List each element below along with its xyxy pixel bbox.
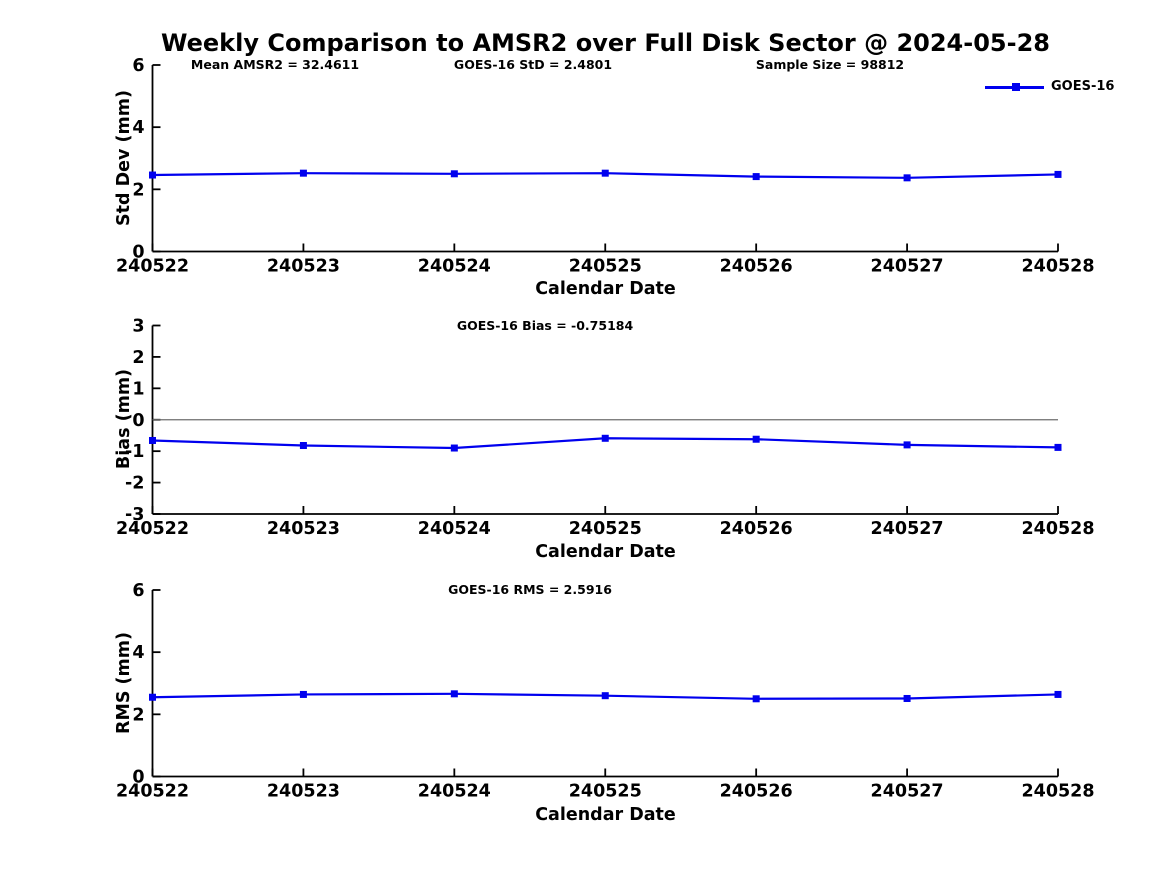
data-point-marker	[601, 434, 609, 442]
x-tick-label: 240524	[418, 257, 491, 277]
data-point-marker	[450, 690, 458, 698]
x-tick-label: 240525	[569, 519, 642, 539]
y-tick-label: 2	[132, 348, 144, 368]
y-tick-label: 0	[132, 411, 144, 431]
y-tick-label: 0	[132, 768, 144, 788]
rms-plot: 0 2 4 6 240522 240523 240524 240525 240526 240527…	[116, 581, 1095, 802]
data-point-marker	[752, 173, 760, 181]
y-tick-label: -3	[125, 505, 144, 525]
data-point-marker	[1054, 690, 1062, 698]
stddev-plot: 0 2 4 6 240522 240523 240524 240525 240526 240527…	[116, 56, 1095, 277]
y-tick-label: -1	[125, 442, 144, 462]
annotation-goes16-std: GOES-16 StD = 2.4801	[453, 57, 613, 72]
x-tick-label: 240527	[871, 257, 944, 277]
x-axis-label-bias: Calendar Date	[535, 542, 676, 562]
data-point-marker	[1054, 443, 1062, 451]
x-axis-label-stddev: Calendar Date	[535, 279, 676, 299]
data-point-marker	[149, 436, 156, 444]
legend-marker-square	[1012, 83, 1020, 91]
data-point-marker	[601, 169, 609, 177]
data-point-marker	[1054, 170, 1062, 178]
data-point-marker	[903, 694, 911, 702]
y-tick-label: 4	[132, 643, 144, 663]
data-point-marker	[450, 444, 458, 452]
data-point-marker	[903, 441, 911, 449]
y-tick-label: 3	[132, 317, 144, 337]
x-tick-label: 240525	[569, 257, 642, 277]
x-tick-label: 240526	[720, 257, 793, 277]
x-tick-label: 240526	[720, 519, 793, 539]
x-tick-label: 240523	[267, 519, 340, 539]
data-point-marker	[601, 692, 609, 700]
legend-label: GOES-16	[1051, 79, 1115, 94]
annotation-goes16-rms: GOES-16 RMS = 2.5916	[448, 582, 612, 597]
annotation-sample-size: Sample Size = 98812	[755, 57, 905, 72]
y-tick-label: 6	[132, 56, 144, 76]
x-tick-label: 240527	[871, 519, 944, 539]
y-tick-label: 0	[132, 243, 144, 263]
chart-title: Weekly Comparison to AMSR2 over Full Dis…	[161, 29, 1050, 57]
x-tick-label: 240522	[116, 782, 189, 802]
x-tick-label: 240525	[569, 782, 642, 802]
x-tick-label: 240523	[267, 782, 340, 802]
annotation-goes16-bias: GOES-16 Bias = -0.75184	[456, 318, 634, 333]
bias-plot: -3 -2 -1 0 1 2 3 240522 240523 240524 240525 240526…	[116, 317, 1095, 540]
y-tick-label: 2	[132, 705, 144, 725]
data-point-marker	[903, 174, 911, 182]
data-point-marker	[299, 169, 307, 177]
data-point-marker	[299, 690, 307, 698]
y-tick-label: 4	[132, 118, 144, 138]
x-tick-label: 240523	[267, 257, 340, 277]
x-tick-label: 240528	[1021, 782, 1094, 802]
x-tick-label: 240522	[116, 519, 189, 539]
y-tick-label: 6	[132, 581, 144, 601]
x-tick-label: 240528	[1021, 519, 1094, 539]
x-tick-label: 240522	[116, 257, 189, 277]
x-tick-label: 240528	[1021, 257, 1094, 277]
y-tick-label: 2	[132, 180, 144, 200]
x-tick-label: 240527	[871, 782, 944, 802]
x-axis-label-rms: Calendar Date	[535, 805, 676, 825]
data-point-marker	[450, 170, 458, 178]
annotation-mean-amsr2: Mean AMSR2 = 32.4611	[190, 57, 360, 72]
x-tick-label: 240524	[418, 782, 491, 802]
data-point-marker	[752, 435, 760, 443]
data-point-marker	[149, 171, 156, 179]
data-point-marker	[149, 693, 156, 701]
x-tick-label: 240526	[720, 782, 793, 802]
data-point-marker	[299, 442, 307, 450]
x-tick-label: 240524	[418, 519, 491, 539]
data-point-marker	[752, 695, 760, 703]
y-tick-label: -2	[125, 474, 144, 494]
y-tick-label: 1	[132, 379, 144, 399]
